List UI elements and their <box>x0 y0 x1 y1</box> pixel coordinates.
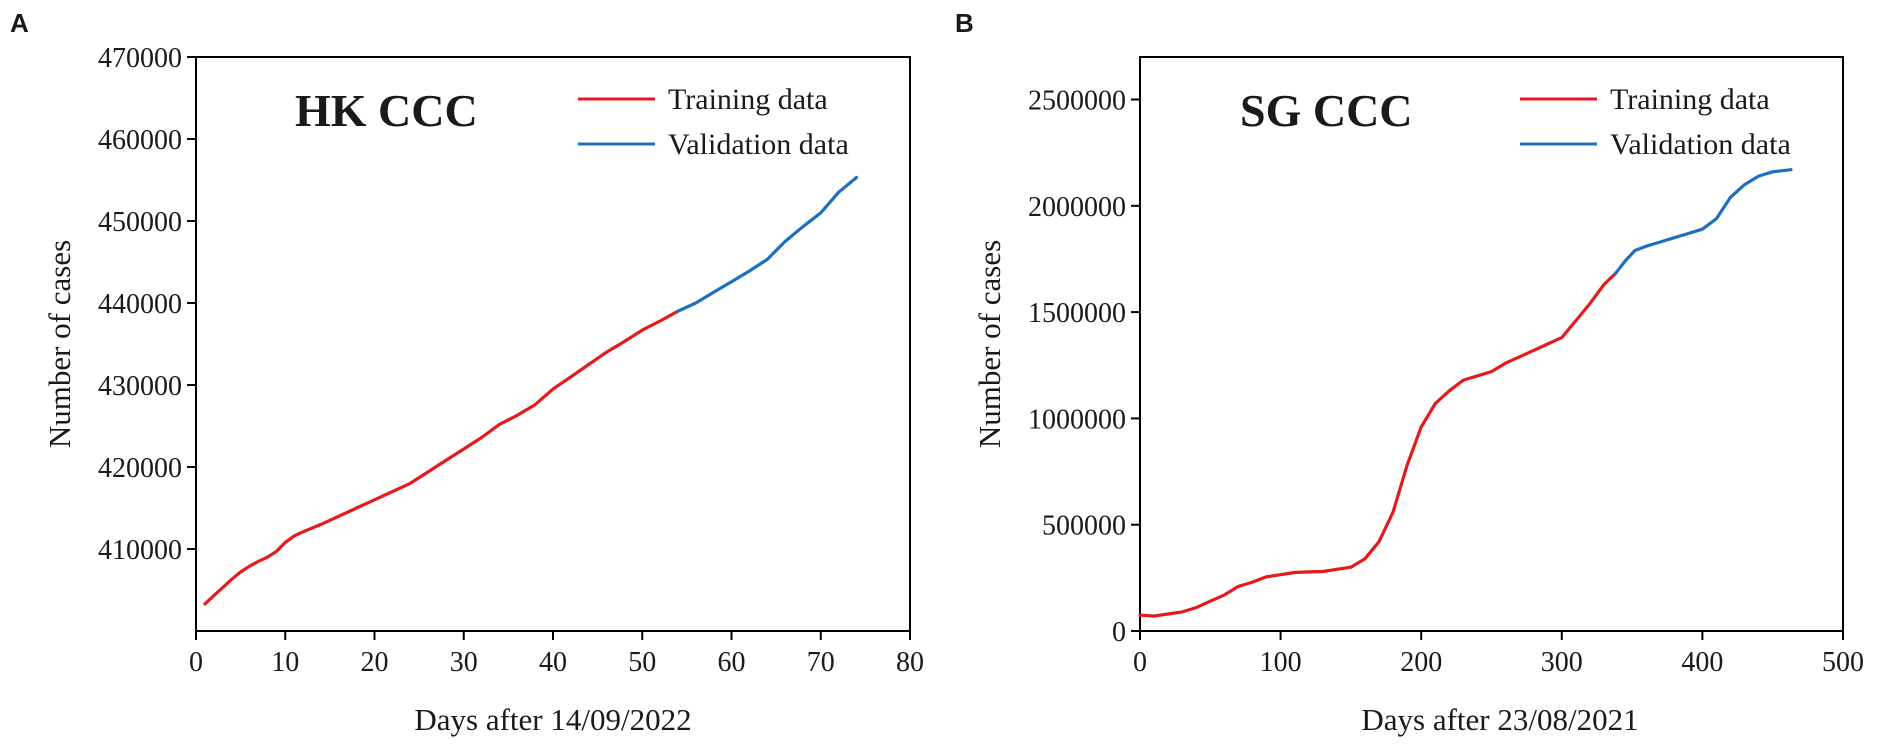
x-axis-label-a: Days after 14/09/2022 <box>414 702 691 737</box>
y-tick-label-a: 460000 <box>98 125 182 156</box>
legend-label-validation-a: Validation data <box>668 128 849 161</box>
x-tick-label-b: 500 <box>1822 647 1864 678</box>
legend-a: Training data Validation data <box>578 83 849 161</box>
y-tick-label-a: 450000 <box>98 207 182 238</box>
chart-panel-a: A 0 10 20 30 40 50 60 70 80 410000 420000 430000 44… <box>10 8 924 737</box>
panel-label-b: B <box>955 8 974 38</box>
x-tick-label-b: 0 <box>1133 647 1147 678</box>
y-tick-label-b: 2500000 <box>1028 86 1126 117</box>
x-tick-label-a: 40 <box>539 647 567 678</box>
plot-area-b: 0 100 200 300 400 500 0 500000 1000000 1500000 20… <box>1028 56 1864 678</box>
y-tick-label-a: 410000 <box>98 535 182 566</box>
x-tick-label-b: 400 <box>1681 647 1723 678</box>
legend-label-validation-b: Validation data <box>1610 128 1791 161</box>
legend-b: Training data Validation data <box>1520 83 1791 161</box>
y-tick-label-b: 0 <box>1112 617 1126 648</box>
y-tick-label-a: 420000 <box>98 453 182 484</box>
x-tick-label-a: 80 <box>896 647 924 678</box>
chart-title-b: SG CCC <box>1240 85 1413 136</box>
series-line-training-b <box>1138 272 1617 618</box>
y-tick-label-b: 500000 <box>1042 511 1126 542</box>
chart-title-a: HK CCC <box>295 85 478 136</box>
x-tick-label-a: 10 <box>271 647 299 678</box>
legend-label-training-a: Training data <box>668 83 828 116</box>
plot-area-a: 0 10 20 30 40 50 60 70 80 410000 420000 430000 4400… <box>98 43 924 678</box>
panel-label-a: A <box>10 8 29 38</box>
x-tick-label-b: 100 <box>1260 647 1302 678</box>
y-axis-label-a: Number of cases <box>42 240 77 448</box>
series-line-validation-b <box>1613 168 1793 276</box>
chart-panel-b: B 0 100 200 300 400 500 0 500000 1000000 1500000… <box>955 8 1864 737</box>
series-line-validation-a <box>676 175 859 313</box>
x-tick-label-a: 0 <box>189 647 203 678</box>
series-line-training-a <box>203 309 680 606</box>
x-axis-label-b: Days after 23/08/2021 <box>1361 702 1638 737</box>
x-tick-label-a: 20 <box>361 647 389 678</box>
x-tick-label-b: 300 <box>1541 647 1583 678</box>
legend-label-training-b: Training data <box>1610 83 1770 116</box>
x-tick-label-a: 30 <box>450 647 478 678</box>
x-tick-label-b: 200 <box>1400 647 1442 678</box>
y-axis-label-b: Number of cases <box>972 240 1007 448</box>
y-tick-label-b: 1000000 <box>1028 404 1126 435</box>
x-tick-label-a: 60 <box>718 647 746 678</box>
plot-frame-b <box>1139 56 1844 632</box>
y-tick-label-a: 430000 <box>98 371 182 402</box>
x-tick-label-a: 70 <box>807 647 835 678</box>
y-tick-label-a: 470000 <box>98 43 182 74</box>
y-tick-label-b: 1500000 <box>1028 298 1126 329</box>
y-tick-label-a: 440000 <box>98 289 182 320</box>
x-tick-label-a: 50 <box>628 647 656 678</box>
y-tick-label-b: 2000000 <box>1028 192 1126 223</box>
